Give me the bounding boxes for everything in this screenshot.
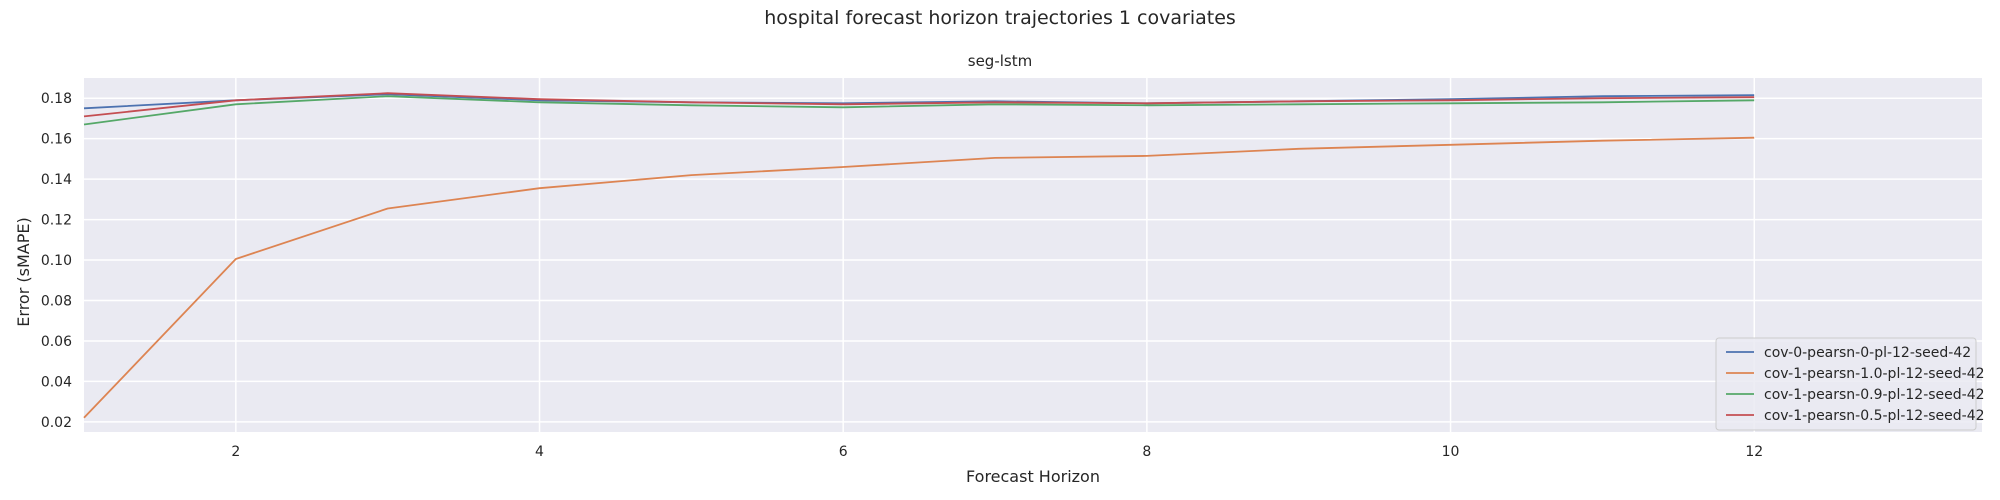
y-axis-ticks: 0.02 0.04 0.06 0.08 0.10 0.12 0.14 0.16 0.18 [41, 91, 72, 431]
plot-area [84, 78, 1982, 432]
y-tick-label: 0.04 [41, 374, 72, 390]
y-tick-label: 0.12 [41, 213, 72, 229]
y-tick-label: 0.18 [41, 91, 72, 107]
y-tick-label: 0.16 [41, 132, 72, 148]
y-tick-label: 0.10 [41, 253, 72, 269]
y-tick-label: 0.02 [41, 415, 72, 431]
axes-title: seg-lstm [968, 52, 1032, 70]
x-tick-label: 12 [1745, 444, 1763, 460]
series-line-1 [83, 136, 1755, 419]
x-tick-label: 10 [1442, 444, 1460, 460]
series-lines [83, 92, 1755, 419]
legend: cov-0-pearsn-0-pl-12-seed-42 cov-1-pearsn… [1715, 337, 1985, 431]
y-tick-label: 0.08 [41, 294, 72, 310]
x-tick-label: 8 [1142, 444, 1151, 460]
y-axis-label: Error (sMAPE) [14, 217, 33, 326]
y-tick-label: 0.06 [41, 334, 72, 350]
legend-entry: cov-1-pearsn-0.9-pl-12-seed-42 [1764, 387, 1985, 403]
x-axis-label: Forecast Horizon [966, 467, 1100, 486]
legend-entry: cov-0-pearsn-0-pl-12-seed-42 [1764, 345, 1971, 361]
series-line-2 [83, 95, 1755, 126]
series-line-3 [83, 92, 1755, 118]
legend-entry: cov-1-pearsn-0.5-pl-12-seed-42 [1764, 408, 1985, 424]
x-tick-label: 2 [231, 444, 240, 460]
x-tick-label: 6 [839, 444, 848, 460]
legend-entry: cov-1-pearsn-1.0-pl-12-seed-42 [1764, 366, 1985, 382]
y-tick-label: 0.14 [41, 172, 72, 188]
legend-box [1715, 337, 1977, 431]
x-tick-label: 4 [535, 444, 544, 460]
figure-suptitle: hospital forecast horizon trajectories 1… [764, 7, 1236, 29]
x-axis-ticks: 2 4 6 8 10 12 [231, 444, 1763, 460]
